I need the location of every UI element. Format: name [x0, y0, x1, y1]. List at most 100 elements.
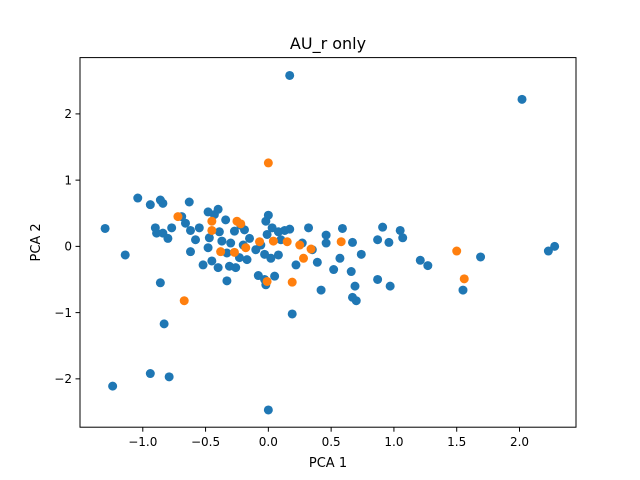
data-point-series-1-9 [268, 236, 278, 246]
y-axis: −2 −1 0 1 2 [54, 107, 80, 386]
y-tick-label: 1 [64, 173, 72, 187]
data-point-series-1-1 [173, 212, 183, 222]
data-point-series-0-88 [100, 223, 110, 233]
data-point-series-0-21 [337, 223, 347, 233]
data-point-series-0-62 [222, 276, 232, 286]
data-point-series-0-66 [203, 243, 213, 253]
data-point-series-0-73 [186, 225, 195, 235]
data-point-series-0-78 [167, 223, 177, 233]
data-point-series-1-14 [336, 237, 346, 247]
data-point-series-0-23 [329, 265, 339, 275]
data-point-series-0-93 [108, 381, 118, 391]
data-point-series-1-15 [452, 246, 462, 256]
data-point-series-0-31 [291, 260, 301, 270]
data-point-series-0-2 [550, 241, 560, 251]
data-point-series-1-2 [207, 216, 217, 226]
data-point-series-0-12 [373, 235, 383, 245]
data-point-series-0-90 [159, 319, 169, 329]
x-tick-label: 0.0 [259, 435, 278, 449]
x-tick-label: 2.0 [510, 435, 529, 449]
data-point-series-0-82 [155, 195, 165, 205]
data-point-series-0-38 [273, 227, 283, 237]
data-point-series-0-24 [316, 285, 326, 295]
x-axis-label: PCA 1 [309, 456, 347, 471]
data-point-series-0-27 [304, 223, 314, 233]
data-point-series-0-43 [260, 249, 270, 259]
data-point-series-0-13 [385, 281, 395, 291]
data-point-series-0-22 [335, 253, 345, 263]
data-point-series-0-19 [356, 249, 366, 259]
x-tick-label: 1.5 [447, 435, 466, 449]
data-point-series-1-12 [299, 253, 309, 263]
data-point-series-1-17 [179, 296, 189, 306]
data-point-series-1-18 [287, 277, 297, 287]
data-point-series-0-63 [207, 256, 217, 266]
chart-title: AU_r only [290, 34, 366, 54]
data-point-series-1-8 [255, 237, 265, 247]
data-point-series-0-26 [321, 230, 331, 240]
data-point-series-1-4 [216, 247, 226, 257]
data-point-series-0-25 [321, 238, 331, 248]
x-axis: −1.0 −0.5 0.0 0.5 1.0 1.5 2.0 [128, 427, 529, 449]
y-axis-label: PCA 2 [29, 223, 44, 261]
data-point-series-0-3 [543, 246, 553, 256]
y-tick-label: −1 [54, 306, 72, 320]
data-point-series-0-65 [204, 233, 214, 243]
data-point-series-1-3 [207, 225, 217, 235]
data-point-series-0-87 [120, 250, 130, 260]
data-point-series-1-20 [229, 247, 239, 257]
data-point-series-0-41 [273, 250, 283, 260]
data-point-series-0-45 [251, 245, 261, 255]
data-point-series-0-5 [458, 285, 468, 295]
x-tick-label: −0.5 [191, 435, 220, 449]
data-point-series-1-10 [282, 237, 292, 247]
data-point-series-0-1 [517, 94, 527, 104]
data-point-series-1-0 [263, 158, 273, 168]
plot-frame [79, 57, 577, 428]
data-point-series-0-68 [213, 204, 223, 214]
data-point-series-0-8 [395, 225, 405, 235]
data-point-series-1-7 [241, 243, 251, 253]
data-point-series-1-6 [236, 219, 246, 229]
data-point-series-1-16 [459, 274, 469, 284]
data-point-series-0-16 [347, 292, 357, 302]
data-point-series-0-89 [155, 278, 165, 288]
data-point-series-0-18 [346, 267, 356, 277]
data-point-series-0-92 [164, 372, 174, 382]
data-point-series-0-36 [261, 216, 271, 226]
data-point-series-0-9 [398, 233, 408, 243]
data-point-series-0-72 [191, 235, 201, 245]
data-point-series-0-11 [378, 222, 388, 232]
data-point-series-0-46 [245, 233, 255, 243]
data-point-series-0-94 [263, 405, 273, 415]
y-tick-label: −2 [54, 372, 72, 386]
data-point-series-0-34 [287, 309, 297, 319]
data-point-series-1-11 [295, 240, 305, 250]
data-point-series-0-85 [145, 200, 155, 210]
data-point-series-0-95 [270, 271, 280, 281]
data-point-series-0-4 [476, 252, 486, 262]
data-point-series-0-52 [229, 226, 239, 236]
data-point-series-0-17 [350, 281, 360, 291]
data-point-series-0-71 [194, 223, 204, 233]
y-tick-label: 2 [64, 107, 72, 121]
data-point-series-0-7 [415, 255, 425, 265]
data-point-series-1-13 [306, 244, 316, 254]
x-tick-label: 1.0 [384, 435, 403, 449]
data-point-series-0-80 [158, 228, 168, 238]
data-point-series-0-6 [423, 261, 433, 271]
data-point-series-0-20 [347, 237, 357, 247]
data-point-series-1-19 [262, 276, 272, 286]
x-tick-label: 0.5 [322, 435, 341, 449]
data-point-series-0-14 [373, 274, 383, 284]
data-point-series-0-59 [217, 236, 227, 246]
y-tick-label: 0 [64, 240, 72, 254]
data-point-series-0-74 [186, 247, 195, 257]
data-point-series-0-69 [198, 260, 208, 270]
data-point-series-0-64 [213, 263, 223, 273]
data-point-series-0-39 [262, 229, 272, 239]
data-point-series-0-77 [184, 197, 194, 207]
data-point-series-0-58 [214, 227, 224, 237]
